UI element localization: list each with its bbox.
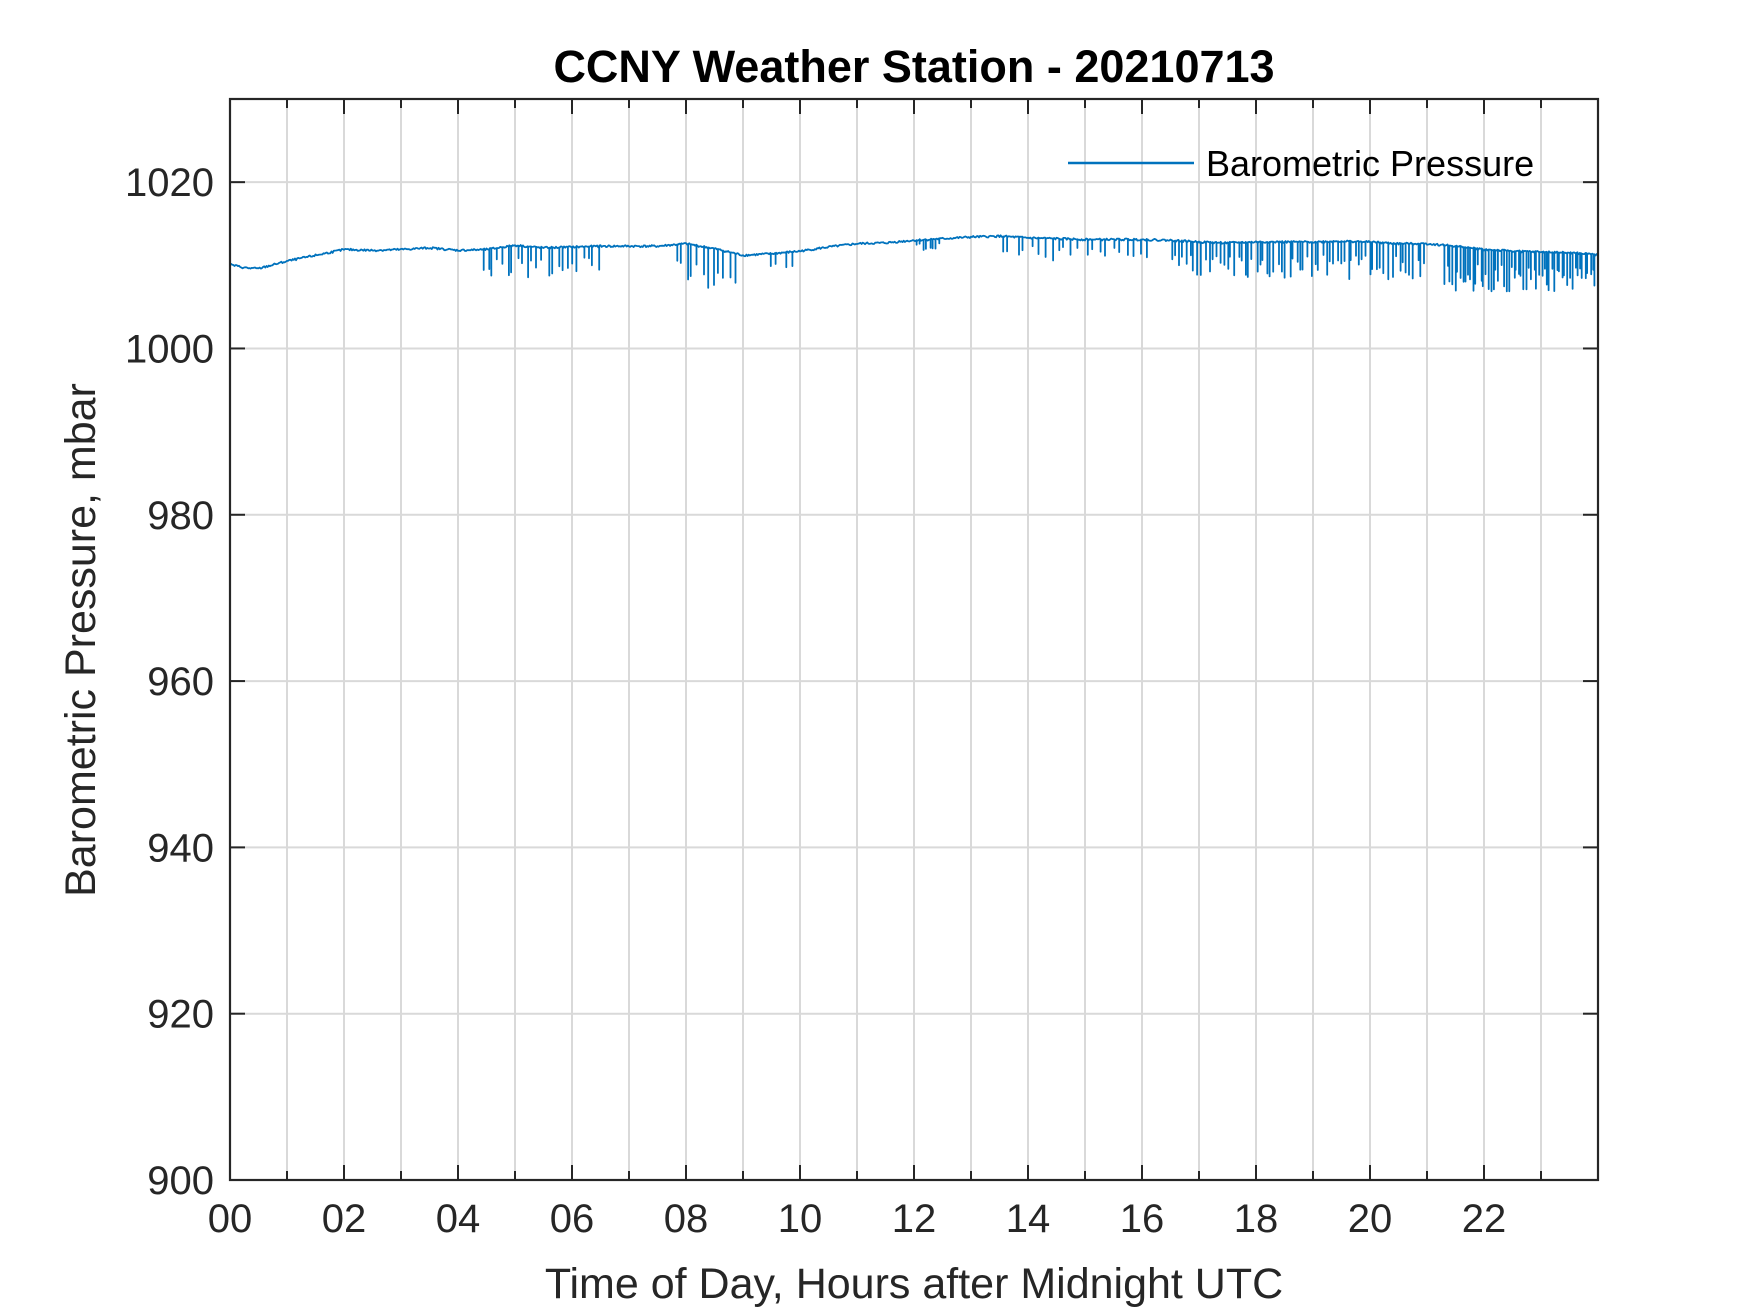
x-tick-label: 00 bbox=[208, 1197, 253, 1241]
y-tick-label: 900 bbox=[147, 1159, 214, 1203]
series-layer bbox=[229, 234, 1598, 293]
x-axis-label: Time of Day, Hours after Midnight UTC bbox=[545, 1260, 1283, 1308]
x-tick-label: 18 bbox=[1234, 1197, 1279, 1241]
ticks bbox=[229, 99, 1598, 1181]
legend: Barometric Pressure bbox=[1068, 143, 1534, 184]
chart-title: CCNY Weather Station - 20210713 bbox=[553, 41, 1274, 92]
x-tick-label: 02 bbox=[322, 1197, 367, 1241]
x-tick-label: 10 bbox=[778, 1197, 823, 1241]
y-tick-label: 920 bbox=[147, 993, 214, 1037]
tick-labels: 00 02 04 06 08 10 12 14 16 18 20 22 900 920 940 960 980 1… bbox=[125, 161, 1506, 1241]
legend-label: Barometric Pressure bbox=[1206, 143, 1534, 184]
y-tick-label: 980 bbox=[147, 494, 214, 538]
x-tick-label: 12 bbox=[892, 1197, 937, 1241]
x-tick-label: 16 bbox=[1120, 1197, 1165, 1241]
grid bbox=[230, 99, 1598, 1180]
x-tick-label: 22 bbox=[1462, 1197, 1507, 1241]
x-tick-label: 04 bbox=[436, 1197, 481, 1241]
y-tick-label: 1000 bbox=[125, 327, 214, 371]
series-line-barometric-pressure bbox=[229, 234, 1598, 293]
x-tick-label: 08 bbox=[664, 1197, 709, 1241]
x-tick-label: 14 bbox=[1006, 1197, 1051, 1241]
y-tick-label: 960 bbox=[147, 660, 214, 704]
y-tick-label: 940 bbox=[147, 826, 214, 870]
y-tick-label: 1020 bbox=[125, 161, 214, 205]
x-tick-label: 20 bbox=[1348, 1197, 1393, 1241]
y-axis-label: Barometric Pressure, mbar bbox=[57, 383, 105, 897]
x-tick-label: 06 bbox=[550, 1197, 595, 1241]
